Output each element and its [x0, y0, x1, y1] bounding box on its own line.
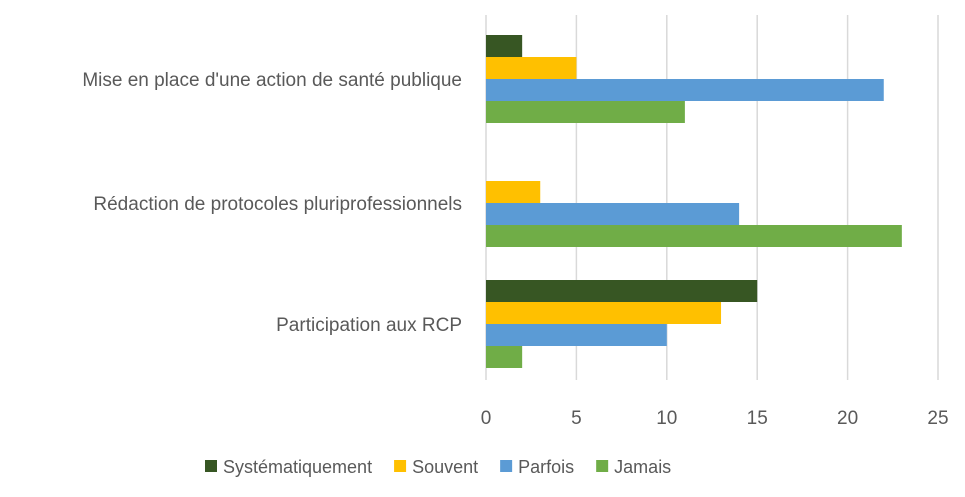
bar-jamais-cat-1 [486, 225, 902, 247]
bar-souvent-cat-0 [486, 57, 577, 79]
legend-label: Souvent [412, 457, 478, 477]
bars [486, 35, 902, 368]
bar-jamais-cat-0 [486, 101, 685, 123]
legend-swatch-souvent [394, 460, 407, 472]
legend: Systématiquement Souvent Parfois Jamais [205, 457, 671, 477]
legend-swatch-syst-matiquement [205, 460, 217, 472]
legend-label: Systématiquement [223, 457, 372, 477]
x-tick-label: 20 [837, 408, 858, 429]
bar-jamais-cat-2 [486, 346, 523, 368]
legend-label: Jamais [614, 457, 671, 477]
category-labels: Mise en place d'une action de santé publ… [82, 70, 462, 336]
x-tick-label: 0 [481, 408, 492, 429]
x-tick-label: 10 [656, 408, 677, 429]
legend-swatch-parfois [500, 460, 513, 472]
x-tick-label: 15 [747, 408, 768, 429]
x-axis-ticks: 0 5 10 15 20 25 [481, 408, 949, 429]
category-label: Rédaction de protocoles pluriprofessionn… [93, 194, 462, 215]
bar-parfois-cat-2 [486, 324, 667, 346]
category-label: Mise en place d'une action de santé publ… [82, 70, 462, 91]
bar-parfois-cat-1 [486, 203, 740, 225]
bar-parfois-cat-0 [486, 79, 884, 101]
x-tick-label: 25 [927, 408, 948, 429]
legend-label: Parfois [518, 457, 574, 477]
bar-syst-matiquement-cat-2 [486, 280, 758, 302]
legend-swatch-jamais [596, 460, 609, 472]
bar-souvent-cat-2 [486, 302, 722, 324]
category-label: Participation aux RCP [276, 315, 462, 336]
x-tick-label: 5 [571, 408, 582, 429]
bar-souvent-cat-1 [486, 181, 541, 203]
bar-syst-matiquement-cat-0 [486, 35, 523, 57]
